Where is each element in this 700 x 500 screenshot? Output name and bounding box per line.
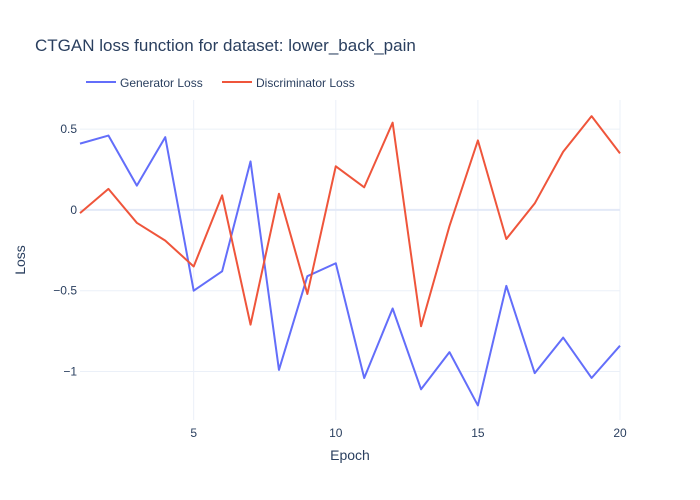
x-tick-label: 10 — [329, 426, 343, 440]
gridlines — [80, 100, 621, 420]
y-tick-label: −0.5 — [53, 284, 77, 298]
y-tick-label: 0 — [70, 203, 77, 217]
x-axis-label: Epoch — [330, 447, 370, 463]
x-tick-label: 15 — [471, 426, 485, 440]
plot-area — [79, 115, 621, 407]
x-tick-label: 20 — [613, 426, 627, 440]
series-line-generator[interactable] — [79, 134, 621, 407]
y-axis-ticks: 0.5 0 −0.5 −1 — [53, 122, 77, 378]
series-line-discriminator[interactable] — [79, 115, 621, 328]
legend[interactable]: Generator Loss Discriminator Loss — [86, 76, 355, 90]
x-axis-ticks: 5 10 15 20 — [190, 426, 627, 440]
chart-title: CTGAN loss function for dataset: lower_b… — [35, 36, 416, 55]
y-tick-label: −1 — [63, 365, 77, 379]
y-tick-label: 0.5 — [60, 122, 77, 136]
legend-entry[interactable]: Discriminator Loss — [256, 76, 355, 90]
x-tick-label: 5 — [190, 426, 197, 440]
legend-entry[interactable]: Generator Loss — [120, 76, 203, 90]
y-axis-label: Loss — [12, 245, 28, 275]
